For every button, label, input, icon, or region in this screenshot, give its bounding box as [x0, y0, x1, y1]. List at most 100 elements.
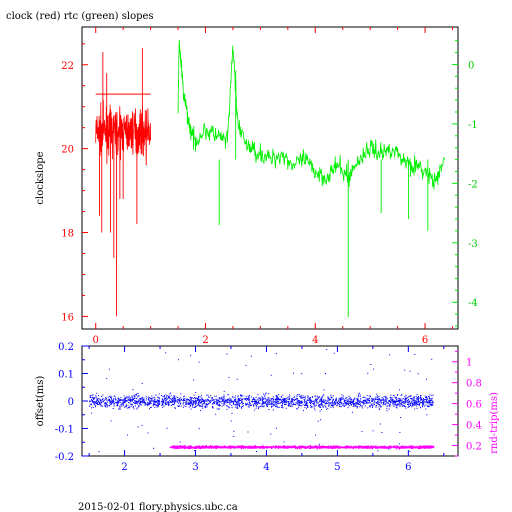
rnd-trip-point — [307, 447, 309, 449]
offset-point — [219, 405, 221, 407]
offset-point — [250, 403, 251, 405]
offset-point — [397, 404, 399, 405]
rnd-trip-point — [383, 445, 385, 448]
offset-point — [239, 406, 241, 408]
offset-point — [126, 404, 128, 406]
offset-point — [369, 406, 371, 408]
offset-point — [119, 406, 121, 408]
offset-point — [135, 403, 137, 405]
rnd-trip-point — [300, 446, 302, 448]
rnd-trip-point — [288, 446, 290, 448]
offset-point — [132, 407, 134, 409]
offset-point — [223, 390, 225, 392]
rnd-trip-point — [403, 446, 405, 448]
offset-point — [134, 405, 136, 407]
offset-point — [364, 400, 366, 402]
offset-point — [230, 420, 232, 422]
offset-point — [416, 407, 418, 409]
offset-point — [303, 402, 305, 404]
offset-point — [153, 400, 155, 402]
offset-point — [124, 406, 126, 408]
offset-point — [330, 394, 332, 396]
offset-point — [400, 399, 401, 401]
offset-point — [107, 405, 109, 406]
rnd-trip-point — [379, 446, 381, 449]
offset-point — [355, 403, 357, 405]
offset-point — [269, 402, 271, 404]
offset-point — [331, 401, 333, 403]
offset-point — [200, 396, 202, 398]
offset-point — [318, 405, 320, 407]
rnd-trip-point — [234, 446, 236, 448]
offset-point — [168, 404, 170, 406]
rnd-trip-point — [381, 446, 383, 448]
rnd-trip-point — [220, 447, 222, 449]
offset-point — [236, 408, 238, 409]
rnd-trip-point — [402, 447, 404, 449]
offset-point — [296, 395, 298, 397]
offset-point — [133, 408, 135, 410]
offset-point — [223, 396, 225, 398]
offset-point — [107, 406, 109, 408]
offset-point — [235, 405, 237, 407]
offset-point — [282, 403, 283, 404]
offset-point — [407, 404, 409, 406]
offset-point — [123, 401, 125, 403]
rnd-trip-point — [363, 447, 365, 449]
offset-point — [290, 405, 292, 407]
offset-point — [118, 398, 120, 400]
offset-point — [165, 403, 167, 405]
offset-point — [308, 398, 310, 400]
offset-point — [154, 400, 156, 402]
offset-point — [275, 401, 277, 403]
offset-point — [202, 403, 204, 405]
offset-point — [301, 373, 303, 375]
rnd-trip-point — [216, 446, 218, 448]
offset-point — [157, 400, 159, 402]
offset-point — [295, 404, 297, 406]
offset-point — [228, 401, 230, 403]
top-right-y-tick-label: -3 — [468, 239, 478, 250]
rnd-trip-point — [265, 446, 267, 448]
offset-point — [188, 403, 190, 405]
offset-point — [385, 395, 387, 397]
offset-point — [276, 405, 278, 407]
offset-point — [377, 403, 379, 405]
offset-point — [283, 398, 285, 400]
offset-point — [270, 374, 272, 376]
offset-point — [179, 403, 181, 405]
offset-point — [332, 406, 334, 408]
offset-point — [262, 397, 264, 399]
offset-point — [154, 406, 156, 408]
offset-point — [326, 403, 328, 405]
offset-point — [276, 401, 278, 403]
offset-point — [140, 400, 142, 402]
offset-point — [314, 409, 316, 411]
offset-point — [416, 401, 418, 403]
offset-point — [293, 395, 295, 397]
offset-point — [315, 434, 317, 436]
offset-point — [175, 396, 177, 398]
offset-point — [174, 402, 175, 404]
offset-point — [182, 406, 184, 408]
offset-point — [357, 402, 359, 404]
offset-point — [351, 401, 353, 403]
offset-point — [375, 401, 377, 403]
rnd-trip-point — [364, 447, 366, 449]
rnd-trip-point — [341, 447, 344, 449]
offset-point — [271, 404, 273, 405]
offset-point — [347, 407, 349, 409]
offset-point — [362, 400, 364, 401]
offset-point — [407, 407, 409, 408]
offset-point — [185, 399, 187, 401]
rnd-trip-point — [411, 447, 413, 449]
offset-point — [304, 407, 306, 409]
rnd-trip-point — [303, 447, 305, 449]
rnd-trip-point — [219, 446, 221, 448]
offset-point — [245, 403, 247, 405]
offset-point — [254, 409, 256, 411]
rnd-trip-point — [421, 446, 423, 448]
offset-point — [229, 397, 231, 399]
offset-point — [303, 397, 305, 399]
